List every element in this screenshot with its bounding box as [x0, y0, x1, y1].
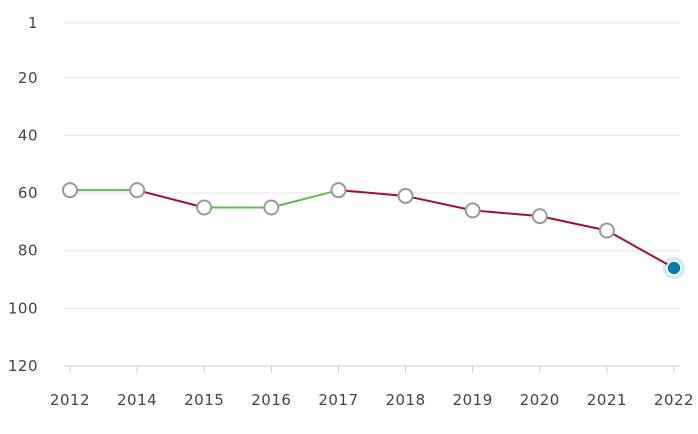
y-tick-label: 20: [18, 69, 38, 87]
line-segment: [471, 209, 541, 218]
data-point[interactable]: [196, 199, 213, 216]
data-point[interactable]: [330, 182, 347, 199]
data-point[interactable]: [531, 208, 548, 225]
series-points: [62, 182, 685, 279]
line-segment: [538, 215, 608, 232]
x-tick-label: 2012: [50, 391, 90, 409]
x-tick-label: 2018: [385, 391, 425, 409]
x-axis: 2012 2014 2015 2016 2017 2018 2019 2020 2021 2022: [50, 366, 694, 409]
series-lines: [69, 189, 675, 269]
x-tick-label: 2016: [251, 391, 291, 409]
y-tick-label: 1: [28, 14, 38, 32]
y-tick-label: 60: [18, 184, 38, 202]
x-tick-label: 2020: [520, 391, 560, 409]
data-point[interactable]: [397, 187, 414, 204]
x-tick-label: 2015: [184, 391, 224, 409]
data-point[interactable]: [129, 182, 146, 199]
data-point-current[interactable]: [666, 260, 682, 276]
line-segment: [270, 189, 340, 209]
y-tick-label: 80: [18, 242, 38, 260]
x-tick-label: 2021: [587, 391, 627, 409]
y-tick-label: 100: [8, 299, 38, 317]
data-point[interactable]: [598, 222, 615, 239]
line-segment: [404, 194, 474, 212]
y-tick-label: 40: [18, 126, 38, 144]
line-segment: [136, 189, 206, 209]
data-point[interactable]: [263, 199, 280, 216]
gridlines: [64, 22, 680, 367]
x-tick-label: 2022: [654, 391, 694, 409]
data-point[interactable]: [62, 182, 78, 199]
x-tick-label: 2017: [318, 391, 358, 409]
line-segment: [337, 189, 407, 197]
data-point[interactable]: [464, 202, 481, 219]
x-tick-label: 2019: [453, 391, 493, 409]
y-tick-label: 120: [8, 357, 38, 375]
x-tick-label: 2014: [117, 391, 157, 409]
line-segment: [605, 229, 675, 269]
